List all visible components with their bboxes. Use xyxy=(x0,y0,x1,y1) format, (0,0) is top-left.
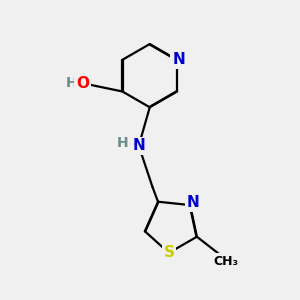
Text: CH₃: CH₃ xyxy=(213,255,238,268)
Text: H: H xyxy=(116,136,128,150)
Text: H: H xyxy=(66,76,77,90)
Text: N: N xyxy=(132,138,145,153)
Text: O: O xyxy=(76,76,89,91)
Text: S: S xyxy=(164,245,174,260)
Text: N: N xyxy=(187,195,199,210)
Text: N: N xyxy=(172,52,185,67)
